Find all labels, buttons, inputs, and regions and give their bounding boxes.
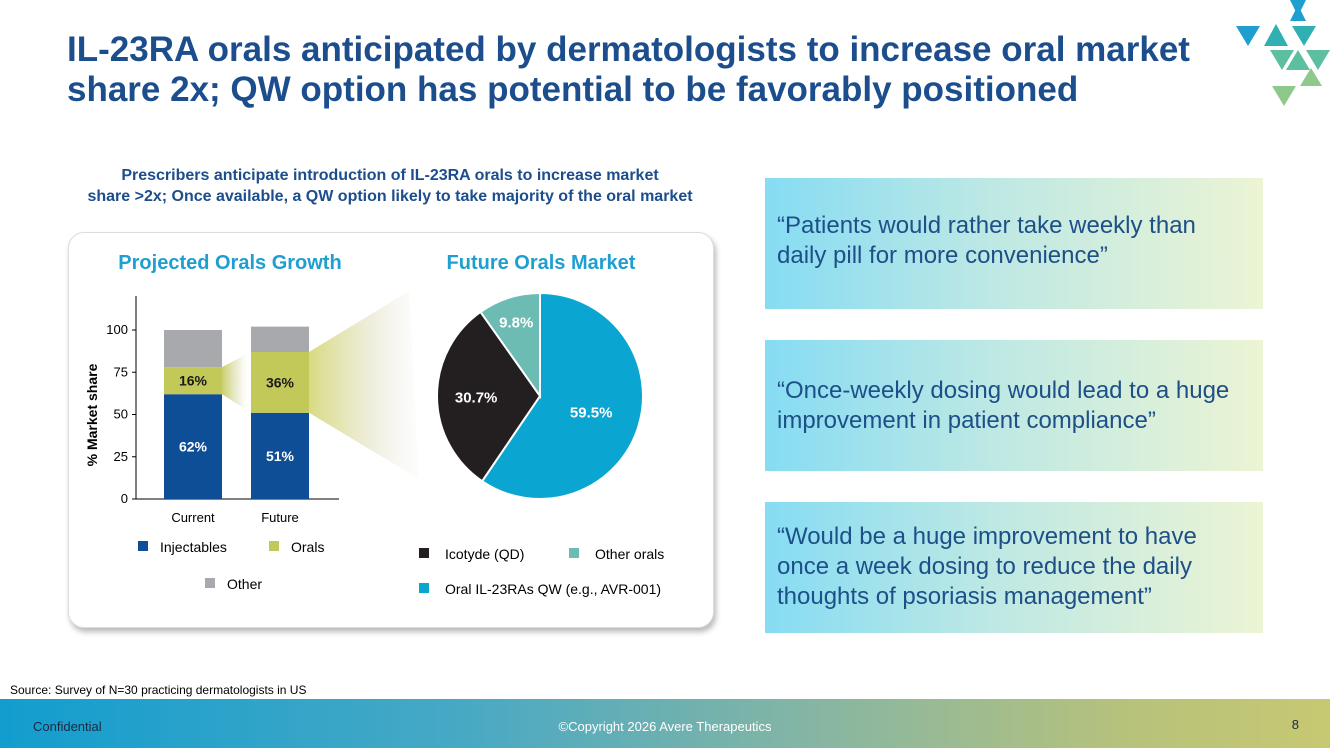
bar-other-future: [251, 326, 309, 352]
y-tick-label: 100: [106, 322, 128, 337]
y-axis-label: % Market share: [84, 363, 100, 466]
source-note: Source: Survey of N=30 practicing dermat…: [10, 683, 307, 697]
bar-data-label: 36%: [266, 374, 295, 390]
logo-triangle: [1264, 24, 1288, 46]
x-tick-label: Future: [261, 510, 299, 525]
legend-label-orals: Orals: [291, 539, 324, 555]
legend-label-other: Other: [227, 576, 262, 592]
quote-box-2: “Once-weekly dosing would lead to a huge…: [765, 340, 1263, 471]
logo-triangle: [1286, 50, 1310, 70]
bar-injectables-current: [164, 394, 222, 499]
logo-triangle: [1272, 86, 1296, 106]
subtitle-line-2: share >2x; Once available, a QW option l…: [87, 188, 693, 205]
logo-triangle: [1306, 50, 1330, 70]
y-tick-label: 50: [114, 407, 128, 422]
bar-data-label: 51%: [266, 448, 295, 464]
y-tick-label: 75: [114, 364, 128, 379]
bar-orals-current: [164, 367, 222, 395]
bar-orals-future: [251, 351, 309, 413]
pie-slice-0: [480, 291, 644, 500]
pie-slice-1: [436, 310, 542, 483]
footer-bar: Confidential ©Copyright 2026 Avere Thera…: [0, 699, 1330, 748]
orals-connector: [222, 351, 251, 413]
pie-legend-label: Oral IL-23RAs QW (e.g., AVR-001): [445, 581, 661, 597]
quote-text-1: “Patients would rather take weekly than …: [777, 212, 1196, 269]
pie-legend-swatch: [419, 583, 429, 593]
footer-confidential: Confidential: [33, 719, 102, 734]
page-title: IL-23RA orals anticipated by dermatologi…: [67, 30, 1247, 110]
y-tick-label: 25: [114, 449, 128, 464]
pie-data-label: 59.5%: [570, 405, 613, 422]
bar-data-label: 16%: [179, 373, 208, 389]
bar-data-label: 62%: [179, 439, 208, 455]
pie-legend-swatch: [569, 548, 579, 558]
bar-chart-title: Projected Orals Growth: [118, 252, 341, 274]
pie-slice-2: [479, 291, 541, 400]
logo-triangle: [1236, 26, 1260, 46]
chart-panel: Projected Orals Growth % Market share 0 25 5…: [68, 232, 714, 628]
charts-canvas: Projected Orals Growth % Market share 0 25 5…: [84, 252, 664, 597]
legend-label-injectables: Injectables: [160, 539, 227, 555]
bar-injectables-future: [251, 412, 309, 499]
pie-data-label: 30.7%: [455, 390, 498, 407]
x-tick-label: Current: [171, 510, 215, 525]
chart-section-subtitle: Prescribers anticipate introduction of I…: [40, 165, 740, 207]
logo-triangle: [1292, 26, 1316, 46]
bar-other-current: [164, 330, 222, 368]
footer-copyright: ©Copyright 2026 Avere Therapeutics: [558, 719, 772, 734]
title-line-1: IL-23RA orals anticipated by dermatologi…: [67, 30, 1190, 69]
pie-legend-label: Icotyde (QD): [445, 546, 524, 562]
pie-legend-swatch: [419, 548, 429, 558]
logo-triangle: [1300, 68, 1322, 86]
page-number: 8: [1291, 717, 1299, 732]
quote-box-3: “Would be a huge improvement to have onc…: [765, 502, 1263, 633]
quote-box-1: “Patients would rather take weekly than …: [765, 178, 1263, 309]
company-logo: [1236, 0, 1330, 106]
legend-swatch-injectables: [138, 541, 148, 551]
pie-data-label: 9.8%: [499, 314, 533, 331]
logo-triangle: [1270, 50, 1294, 70]
pie-chart-title: Future Orals Market: [447, 252, 636, 274]
legend-swatch-orals: [269, 541, 279, 551]
quote-text-2: “Once-weekly dosing would lead to a huge…: [777, 377, 1230, 434]
logo-triangle: [1290, 5, 1306, 21]
quote-text-3: “Would be a huge improvement to have onc…: [777, 523, 1197, 610]
orals-to-pie-funnel: [309, 291, 419, 479]
legend-swatch-other: [205, 578, 215, 588]
y-tick-label: 0: [121, 491, 128, 506]
title-line-2: share 2x; QW option has potential to be …: [67, 70, 1079, 109]
subtitle-line-1: Prescribers anticipate introduction of I…: [121, 167, 659, 184]
pie-legend-label: Other orals: [595, 546, 664, 562]
